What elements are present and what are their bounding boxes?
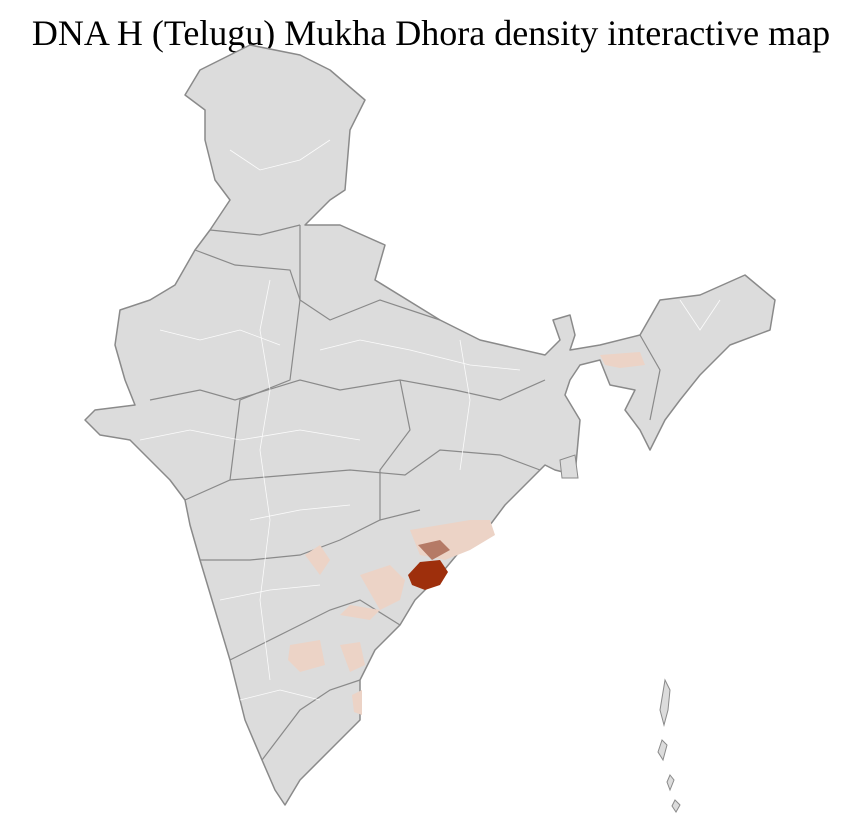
district-border [679, 299, 721, 331]
state-border [229, 225, 301, 481]
district-border [249, 504, 351, 521]
island [657, 739, 668, 762]
island [659, 678, 671, 727]
district-border [459, 339, 471, 471]
low-density-region [600, 352, 645, 368]
district-borders [139, 139, 721, 701]
district-border [239, 689, 321, 701]
state-border [261, 679, 361, 761]
district-border [219, 584, 321, 601]
low-density-region [352, 690, 362, 715]
state-border [149, 379, 546, 401]
low-density-region [288, 640, 325, 672]
map-title: DNA H (Telugu) Mukha Dhora density inter… [31, 13, 831, 53]
district-border [319, 339, 521, 371]
island [559, 454, 579, 479]
medium-density-region [418, 540, 450, 560]
district-border [259, 279, 271, 681]
india-outline [84, 44, 776, 806]
district-border [139, 429, 361, 441]
low-density-region [305, 545, 330, 575]
state-border [209, 224, 301, 236]
island [671, 799, 681, 813]
low-density-region [340, 642, 365, 672]
low-density-region [340, 565, 405, 620]
state-borders [149, 224, 661, 761]
island [666, 774, 675, 792]
state-border [639, 334, 661, 421]
state-border [379, 379, 411, 520]
district-border [229, 139, 331, 171]
high-density-region [408, 560, 448, 590]
islands [559, 454, 681, 813]
state-border [229, 599, 401, 661]
country-shape [84, 44, 776, 806]
district-border [159, 329, 281, 346]
density-regions [288, 352, 645, 715]
state-border [184, 449, 541, 501]
